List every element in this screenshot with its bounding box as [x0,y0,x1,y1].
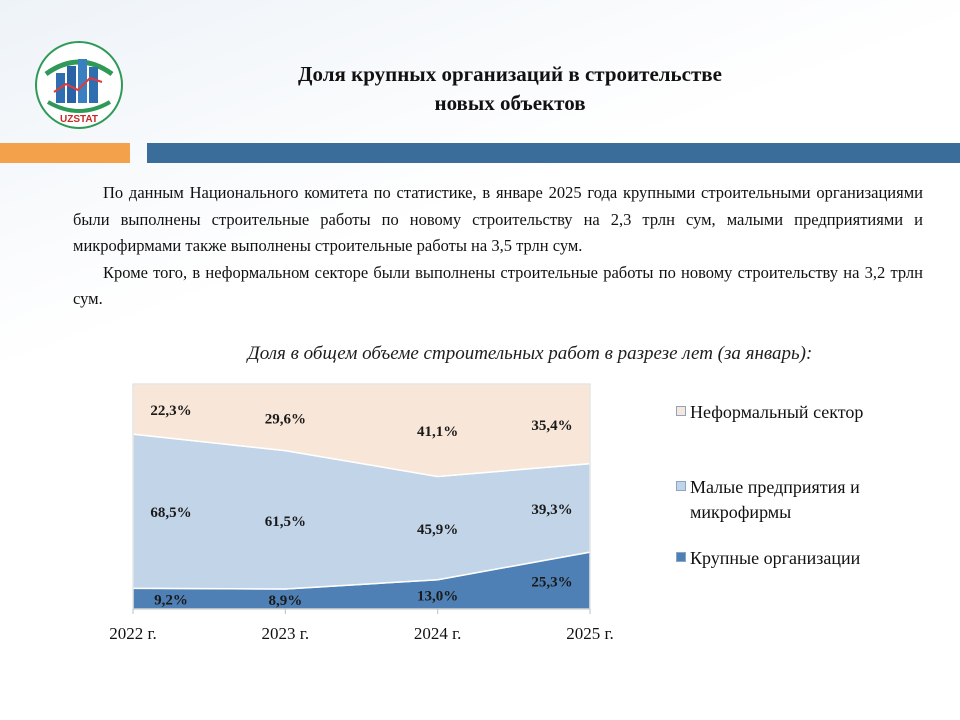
chart-title: Доля в общем объеме строительных работ в… [247,343,813,364]
legend-label: Неформальный сектор [690,402,864,422]
legend-item: Неформальный сектор [676,400,946,425]
intro-text: По данным Национального комитета по стат… [73,180,923,313]
title-line-2: новых объектов [434,91,586,115]
intro-paragraph-1: По данным Национального комитета по стат… [73,183,923,255]
data-label-large: 9,2% [154,593,188,609]
legend-swatch [676,406,686,416]
x-tick-label: 2023 г. [262,624,310,643]
data-label-informal: 35,4% [531,418,572,434]
data-label-small: 61,5% [265,514,306,530]
legend-label: Крупные организации [690,548,861,568]
legend-swatch [676,552,686,562]
page-title: Доля крупных организаций в строительстве… [200,60,820,118]
title-line-1: Доля крупных организаций в строительстве [298,62,722,86]
data-label-informal: 29,6% [265,411,306,427]
data-label-informal: 22,3% [150,403,191,419]
data-label-large: 13,0% [417,588,458,604]
x-tick-label: 2025 г. [566,624,614,643]
data-label-large: 8,9% [268,593,302,609]
data-label-small: 45,9% [417,522,458,538]
x-tick-label: 2024 г. [414,624,462,643]
data-label-large: 25,3% [531,575,572,591]
uzstat-logo: UZSTAT [35,41,123,129]
accent-band-blue [147,143,960,163]
legend-label: Малые предприятия и микрофирмы [690,477,860,522]
data-label-small: 68,5% [150,505,191,521]
legend-item: Крупные организации [676,546,946,571]
accent-band-orange [0,143,130,163]
logo-text: UZSTAT [60,114,98,125]
legend-item: Малые предприятия и микрофирмы [676,475,946,525]
data-label-small: 39,3% [531,502,572,518]
data-label-informal: 41,1% [417,424,458,440]
x-tick-label: 2022 г. [109,624,157,643]
legend-swatch [676,481,686,491]
intro-paragraph-2: Кроме того, в неформальном секторе были … [73,262,923,309]
